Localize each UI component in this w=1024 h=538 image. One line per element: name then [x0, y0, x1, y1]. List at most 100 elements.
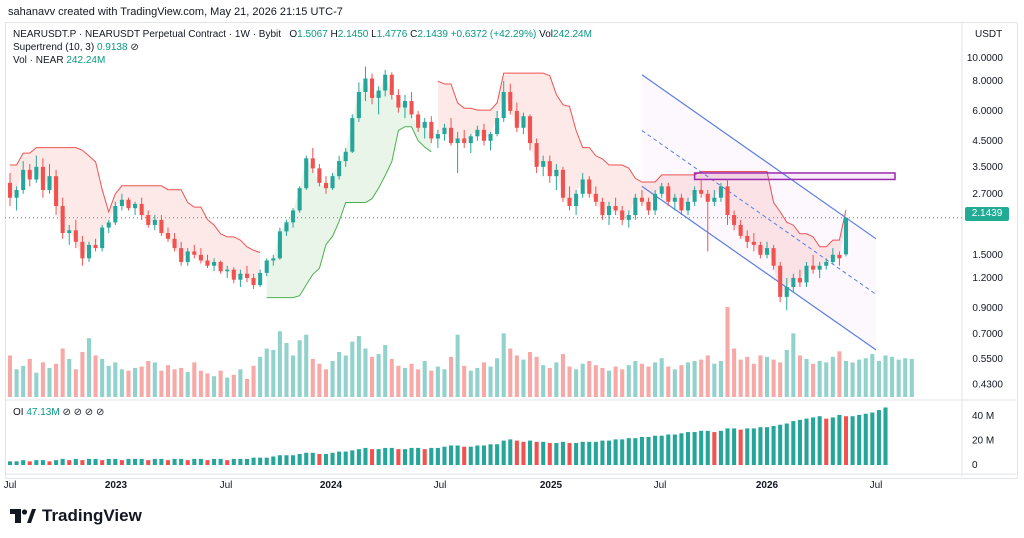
oi-bar: [106, 458, 111, 465]
volume-bar: [337, 352, 342, 397]
oi-bar: [738, 429, 743, 465]
oi-bar: [633, 438, 638, 465]
volume-bar: [646, 366, 651, 397]
oi-settings-icons[interactable]: ⊘ ⊘ ⊘ ⊘: [62, 407, 105, 418]
oi-bar: [837, 414, 842, 465]
volume-bar: [133, 367, 138, 397]
oi-bar: [40, 460, 45, 465]
volume-bar: [830, 356, 835, 397]
candle-body: [804, 265, 809, 283]
candle-body: [587, 179, 592, 194]
channel-mid-line: [641, 130, 877, 295]
oi-bar: [422, 449, 427, 465]
visibility-icon[interactable]: ⊘: [130, 42, 139, 53]
open-value: 1.5067: [297, 29, 328, 40]
oi-bar: [34, 460, 39, 465]
oi-bar: [330, 452, 335, 465]
oi-bar: [73, 458, 78, 465]
candle-body: [389, 74, 394, 95]
oi-legend[interactable]: OI 47.13M ⊘ ⊘ ⊘ ⊘: [13, 407, 104, 418]
volume-bar: [383, 345, 388, 397]
candle-body: [699, 190, 704, 194]
volume-bar: [672, 369, 677, 397]
oi-bar: [409, 447, 414, 465]
time-axis-label: Jul: [434, 480, 447, 491]
candle-body: [291, 210, 296, 223]
supertrend-row[interactable]: Supertrend (10, 3) 0.9138 ⊘: [13, 41, 592, 54]
chart-frame[interactable]: [5, 22, 1018, 479]
oi-bar: [231, 458, 236, 465]
volume-bar: [521, 359, 526, 397]
candle-body: [60, 206, 65, 234]
oi-bar: [435, 447, 440, 465]
oi-bar: [317, 454, 322, 465]
volume-bar: [304, 334, 309, 397]
volume-bar: [495, 358, 500, 397]
tradingview-brand[interactable]: TradingView: [10, 506, 142, 526]
created-line: sahanavv created with TradingView.com, M…: [8, 6, 343, 18]
change-value: +0.6372 (+42.29%): [450, 29, 537, 40]
oi-bar: [758, 427, 763, 465]
candle-body: [337, 161, 342, 177]
volume-bar: [659, 358, 664, 397]
oi-bar: [172, 458, 177, 465]
supertrend-down-fill: [437, 73, 846, 297]
oi-value: 47.13M: [26, 407, 60, 418]
candle-body: [7, 182, 13, 198]
oi-bar: [139, 458, 144, 465]
volume-row[interactable]: Vol · NEAR 242.24M: [13, 54, 592, 67]
volume-bar: [258, 356, 263, 397]
candle-body: [231, 269, 236, 280]
volume-bar: [264, 348, 269, 397]
volume-bar: [468, 370, 473, 397]
oi-bar: [804, 418, 809, 465]
candle-body: [751, 241, 756, 245]
volume-bar: [791, 333, 796, 397]
oi-bar: [455, 445, 460, 465]
candle-body: [830, 254, 835, 262]
candle-body: [119, 199, 124, 207]
volume-bar: [725, 307, 730, 397]
oi-bar: [606, 440, 612, 465]
volume-bar: [198, 370, 203, 397]
candle-body: [264, 260, 269, 273]
supertrend-up-line: [266, 126, 432, 299]
candle-body: [402, 101, 408, 108]
candle-body: [34, 166, 39, 180]
symbol-label[interactable]: NEARUSDT.P · NEARUSDT Perpetual Contract…: [13, 29, 282, 40]
candle-body: [317, 168, 322, 183]
channel-upper-line: [641, 74, 877, 240]
volume-bar: [86, 338, 92, 397]
volume-bar: [620, 369, 625, 397]
candle-body: [126, 199, 131, 209]
price-axis-currency[interactable]: USDT: [975, 29, 1003, 40]
oi-bar: [883, 407, 888, 465]
candle-body: [495, 118, 500, 135]
volume-bar: [903, 358, 908, 397]
oi-bar: [383, 447, 388, 465]
volume-bar: [613, 366, 618, 397]
oi-bar: [304, 452, 309, 465]
volume-bar: [554, 362, 559, 397]
price-tick-label: 8.0000: [972, 76, 1003, 87]
candle-body: [225, 269, 230, 272]
oi-bar: [468, 446, 473, 465]
oi-bar: [501, 440, 506, 465]
volume-bar: [883, 355, 888, 397]
oi-bar: [784, 423, 789, 465]
volume-bar: [192, 362, 197, 397]
volume-bar: [732, 348, 737, 397]
time-axis-label: Jul: [220, 480, 233, 491]
oi-bar: [817, 416, 822, 465]
candle-body: [146, 215, 151, 225]
oi-bar: [639, 436, 644, 465]
volume-bar: [587, 361, 592, 397]
volume-bar: [501, 333, 506, 397]
supertrend-up-fill: [266, 74, 432, 298]
volume-bar: [271, 349, 276, 397]
oi-label: OI: [13, 407, 24, 418]
oi-bar: [685, 432, 691, 465]
volume-bar: [666, 366, 671, 397]
oi-bar: [429, 447, 434, 465]
